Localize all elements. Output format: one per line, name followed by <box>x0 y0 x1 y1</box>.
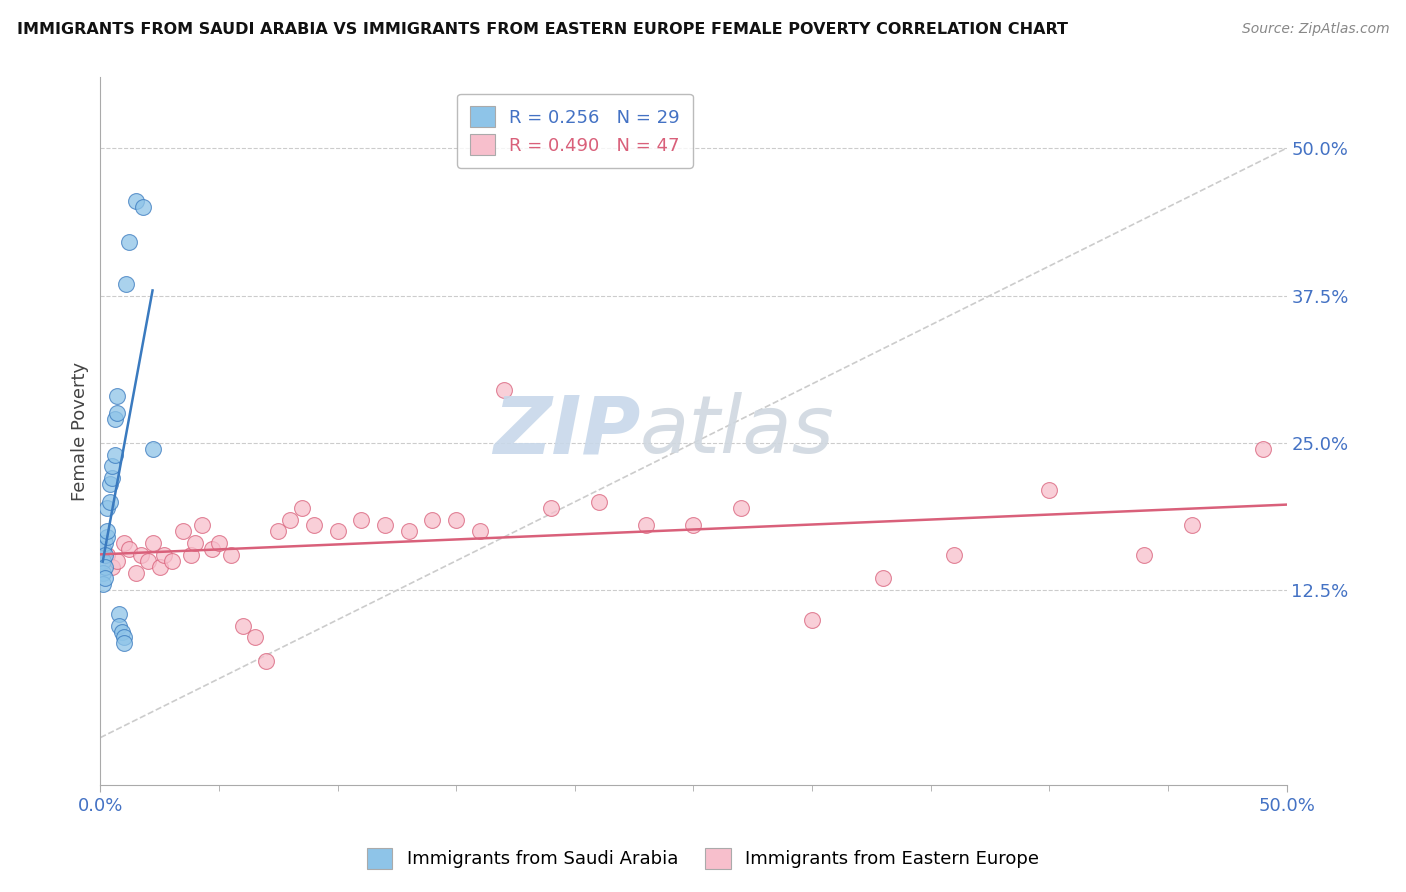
Point <box>160 554 183 568</box>
Point <box>374 518 396 533</box>
Point <box>1181 518 1204 533</box>
Point <box>149 559 172 574</box>
Point <box>103 412 125 426</box>
Point <box>730 500 752 515</box>
Point <box>492 383 515 397</box>
Point <box>291 500 314 515</box>
Point <box>153 548 176 562</box>
Point <box>184 536 207 550</box>
Point <box>94 571 117 585</box>
Point <box>302 518 325 533</box>
Point <box>98 477 121 491</box>
Point <box>91 554 114 568</box>
Point <box>422 512 444 526</box>
Point <box>112 536 135 550</box>
Point <box>108 618 131 632</box>
Point <box>326 524 349 539</box>
Point <box>129 548 152 562</box>
Point <box>94 559 117 574</box>
Point <box>468 524 491 539</box>
Point <box>243 631 266 645</box>
Point <box>118 235 141 250</box>
Point <box>96 500 118 515</box>
Point <box>94 536 117 550</box>
Text: ZIP: ZIP <box>492 392 640 470</box>
Point <box>191 518 214 533</box>
Point <box>943 548 966 562</box>
Point <box>98 495 121 509</box>
Point <box>91 541 114 556</box>
Point <box>682 518 704 533</box>
Point <box>96 530 118 544</box>
Text: atlas: atlas <box>640 392 835 470</box>
Point <box>219 548 242 562</box>
Point <box>201 541 224 556</box>
Point <box>103 448 125 462</box>
Point <box>232 618 254 632</box>
Point <box>91 566 114 580</box>
Point <box>208 536 231 550</box>
Point <box>278 512 301 526</box>
Legend: R = 0.256   N = 29, R = 0.490   N = 47: R = 0.256 N = 29, R = 0.490 N = 47 <box>457 94 693 168</box>
Point <box>136 554 159 568</box>
Point <box>872 571 894 585</box>
Point <box>112 631 135 645</box>
Point <box>111 624 134 639</box>
Legend: Immigrants from Saudi Arabia, Immigrants from Eastern Europe: Immigrants from Saudi Arabia, Immigrants… <box>360 840 1046 876</box>
Point <box>105 406 128 420</box>
Point <box>91 541 114 556</box>
Point <box>141 536 163 550</box>
Point <box>350 512 373 526</box>
Point <box>91 577 114 591</box>
Point <box>96 524 118 539</box>
Point <box>101 559 124 574</box>
Point <box>540 500 562 515</box>
Point <box>267 524 290 539</box>
Point <box>125 194 148 209</box>
Point <box>1251 442 1274 456</box>
Point <box>94 548 117 562</box>
Point <box>101 471 124 485</box>
Text: IMMIGRANTS FROM SAUDI ARABIA VS IMMIGRANTS FROM EASTERN EUROPE FEMALE POVERTY CO: IMMIGRANTS FROM SAUDI ARABIA VS IMMIGRAN… <box>17 22 1069 37</box>
Point <box>1038 483 1060 497</box>
Point <box>101 459 124 474</box>
Point <box>96 548 118 562</box>
Point <box>179 548 201 562</box>
Point <box>141 442 163 456</box>
Point <box>112 636 135 650</box>
Point <box>105 389 128 403</box>
Point <box>132 200 155 214</box>
Point <box>115 277 138 291</box>
Point <box>108 607 131 621</box>
Point <box>634 518 657 533</box>
Point <box>172 524 194 539</box>
Point <box>125 566 148 580</box>
Point <box>1133 548 1156 562</box>
Point <box>254 654 277 668</box>
Point <box>801 613 824 627</box>
Point <box>444 512 467 526</box>
Point <box>118 541 141 556</box>
Y-axis label: Female Poverty: Female Poverty <box>72 361 89 500</box>
Text: Source: ZipAtlas.com: Source: ZipAtlas.com <box>1241 22 1389 37</box>
Point <box>105 554 128 568</box>
Point <box>398 524 420 539</box>
Point <box>588 495 610 509</box>
